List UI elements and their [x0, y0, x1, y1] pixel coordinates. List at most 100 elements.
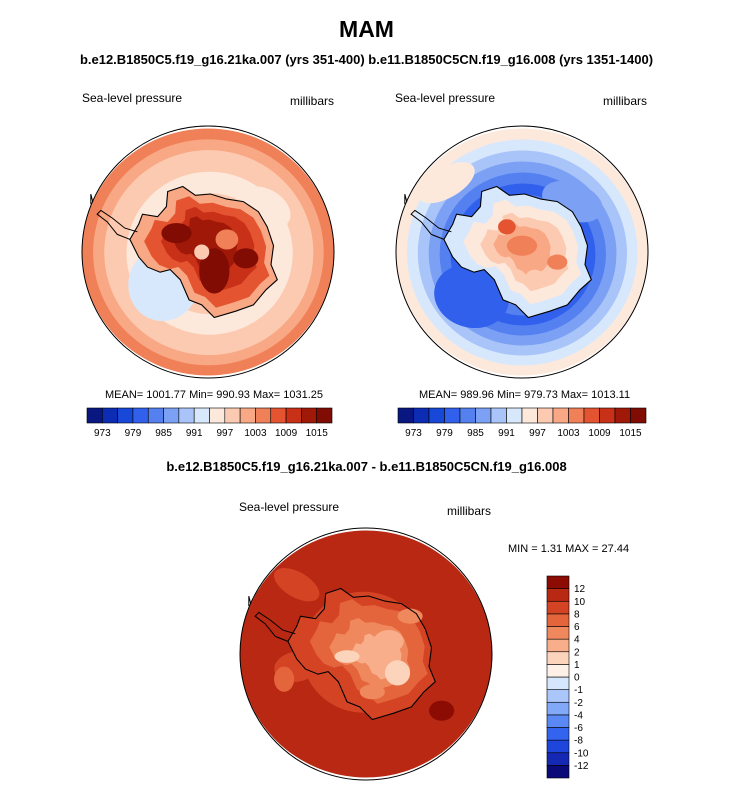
- right-field: [396, 128, 648, 376]
- diff-land-spot: [397, 608, 423, 624]
- diff-colorbar-tick-label: 8: [574, 609, 580, 620]
- diff-colorbar-box: [546, 638, 570, 653]
- left-colorbar-tick-label: 973: [94, 428, 111, 439]
- left-land-spot: [233, 248, 259, 269]
- left-land-spot: [161, 223, 192, 244]
- right-colorbar-tick-label: 1009: [588, 428, 611, 439]
- left-colorbar-tick-label: 985: [155, 428, 172, 439]
- right-colorbar-tick-label: 1003: [557, 428, 580, 439]
- diff-map: [239, 527, 493, 781]
- left-colorbar-box: [178, 407, 195, 424]
- right-islands: [404, 193, 408, 205]
- diff-field: [240, 530, 492, 778]
- left-units-label: millibars: [290, 94, 335, 108]
- diff-colorbar-tick-label: -12: [574, 761, 589, 772]
- left-colorbar-tick-label: 997: [216, 428, 233, 439]
- diff-colorbar-tick-label: 4: [574, 635, 580, 646]
- right-colorbar: 973 979 985 991 997 1003 1009 1015: [397, 407, 647, 439]
- right-colorbar-box: [599, 407, 616, 424]
- diff-colorbar-tick-label: 1: [574, 660, 580, 671]
- diff-coastline: [287, 587, 436, 721]
- diff-land-spot: [334, 650, 360, 663]
- right-colorbar-box: [444, 407, 461, 424]
- diff-colorbar-box: [546, 588, 570, 602]
- left-colorbar-box: [239, 407, 256, 424]
- left-colorbar-box: [86, 407, 103, 424]
- left-land-spot: [215, 229, 239, 250]
- diff-colorbar-tick-label: 10: [574, 597, 586, 608]
- right-colorbar-box: [490, 407, 507, 424]
- right-map: [395, 125, 649, 379]
- right-units-label: millibars: [603, 94, 648, 108]
- diff-land-spot: [359, 684, 385, 700]
- right-colorbar-box: [428, 407, 445, 424]
- diff-colorbar-tick-label: -4: [574, 710, 583, 721]
- right-colorbar-tick-label: 1015: [619, 428, 642, 439]
- left-islands: [90, 193, 94, 205]
- right-colorbar-tick-label: 973: [405, 428, 422, 439]
- runs-subtitle: b.e12.B1850C5.f19_g16.21ka.007 (yrs 351-…: [79, 52, 654, 67]
- left-colorbar-box: [147, 407, 164, 424]
- diff-colorbar-box: [546, 739, 570, 754]
- diff-colorbar-box: [546, 613, 570, 627]
- right-stats: MEAN= 989.96 Min= 979.73 Max= 1013.11: [419, 389, 631, 401]
- left-colorbar-box: [224, 407, 241, 424]
- left-colorbar-box: [316, 407, 333, 424]
- diff-colorbar-box: [546, 714, 570, 728]
- diff-colorbar-tick-label: -6: [574, 723, 583, 734]
- diff-colorbar-box: [546, 765, 570, 779]
- diff-colorbar-tick-label: -10: [574, 748, 589, 759]
- diff-colorbar-box: [546, 575, 570, 589]
- diff-colorbar-box: [546, 600, 570, 615]
- right-contour: [418, 162, 475, 204]
- diff-colorbar-tick-label: 6: [574, 622, 580, 633]
- left-colorbar-box: [132, 407, 149, 424]
- left-variable-label: Sea-level pressure: [82, 91, 183, 105]
- diff-colorbar-tick-label: 12: [574, 584, 586, 595]
- right-colorbar-box: [397, 407, 414, 424]
- diff-border: [239, 527, 493, 781]
- left-colorbar-box: [301, 407, 317, 424]
- right-peninsula: [410, 209, 452, 240]
- diff-colorbar-box: [546, 626, 570, 640]
- right-land-spot: [498, 219, 516, 235]
- figure-title: MAM: [339, 16, 394, 42]
- diff-colorbar-tick-label: 0: [574, 673, 580, 684]
- diff-land-spot: [373, 630, 404, 653]
- right-colorbar-box: [413, 407, 430, 424]
- left-colorbar-box: [102, 407, 118, 424]
- right-colorbar-box: [506, 407, 523, 424]
- left-field: [82, 128, 334, 376]
- right-colorbar-box: [521, 407, 538, 424]
- diff-colorbar-box: [546, 689, 570, 703]
- left-colorbar-tick-label: 991: [186, 428, 203, 439]
- left-stats: MEAN= 1001.77 Min= 990.93 Max= 1031.25: [105, 389, 324, 401]
- left-colorbar-tick-label: 1015: [306, 428, 329, 439]
- left-colorbar-box: [255, 407, 272, 424]
- diff-peninsula: [254, 611, 296, 642]
- left-map: [81, 125, 335, 379]
- diff-variable-label: Sea-level pressure: [239, 500, 340, 514]
- diff-colorbar-tick-label: -2: [574, 698, 583, 709]
- left-colorbar-box: [270, 407, 287, 424]
- diff-colorbar-tick-label: 2: [574, 647, 580, 658]
- left-land-spot: [199, 248, 230, 294]
- diff-colorbar-box: [546, 676, 570, 690]
- right-colorbar-box: [614, 407, 631, 424]
- right-colorbar-box: [568, 407, 585, 424]
- right-border: [395, 125, 649, 379]
- diff-colorbar-tick-label: -8: [574, 736, 583, 747]
- left-colorbar-tick-label: 1003: [244, 428, 267, 439]
- right-colorbar-box: [552, 407, 569, 424]
- right-variable-label: Sea-level pressure: [395, 91, 496, 105]
- diff-colorbar-box: [546, 664, 570, 678]
- diff-contour: [273, 568, 320, 602]
- diff-colorbar-tick-label: -1: [574, 685, 583, 696]
- left-peninsula: [96, 209, 138, 240]
- right-colorbar-box: [537, 407, 554, 424]
- right-colorbar-box: [630, 407, 647, 424]
- right-colorbar-tick-label: 985: [467, 428, 484, 439]
- diff-land-spot: [384, 660, 411, 686]
- right-colorbar-box: [583, 407, 600, 424]
